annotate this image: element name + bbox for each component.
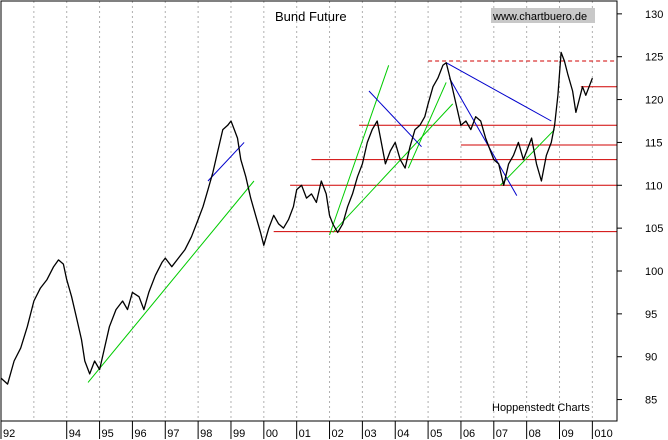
- watermark-background: [491, 8, 595, 23]
- trend-line-2: [332, 103, 454, 233]
- x-axis: 92 94 95 96 97 98 99 00 01 02 03 04 05 06 07 08 09 010: [0, 421, 613, 440]
- x-tick-label-6: 99: [233, 428, 245, 440]
- trend-line-4: [500, 129, 555, 186]
- trend-line-1: [329, 65, 390, 236]
- x-tick-label-1: 94: [69, 428, 81, 440]
- vertical-gridlines: [33, 1, 593, 421]
- x-tick-label-15: 08: [529, 428, 541, 440]
- y-tick-label-90: 90: [645, 352, 657, 364]
- x-tick-label-12: 05: [430, 428, 442, 440]
- trend-line-5: [207, 142, 245, 182]
- y-tick-label-95: 95: [645, 309, 657, 321]
- y-tick-label-130: 130: [645, 9, 663, 21]
- y-tick-label-105: 105: [645, 223, 663, 235]
- y-tick-label-110: 110: [645, 180, 663, 192]
- y-axis: 85 90 95 100 105 110 115 120 125 130: [617, 9, 663, 407]
- trend-line-0: [87, 180, 255, 383]
- x-tick-label-11: 04: [397, 428, 409, 440]
- y-tick-label-125: 125: [645, 52, 663, 64]
- price-series: [0, 51, 594, 385]
- x-tick-label-2: 95: [102, 428, 114, 440]
- x-tick-label-8: 01: [299, 428, 311, 440]
- series-line-0: [0, 51, 594, 385]
- x-tick-label-14: 07: [496, 428, 508, 440]
- chart-title: Bund Future: [275, 9, 347, 24]
- plot-frame: [0, 0, 618, 422]
- x-tick-label-17: 010: [594, 428, 612, 440]
- trend-line-3: [407, 82, 447, 169]
- source-credit: Hoppenstedt Charts: [492, 402, 590, 414]
- x-tick-label-7: 00: [266, 428, 278, 440]
- x-tick-label-16: 09: [562, 428, 574, 440]
- x-tick-label-0: 92: [3, 428, 15, 440]
- x-tick-label-4: 97: [167, 428, 179, 440]
- y-tick-label-120: 120: [645, 95, 663, 107]
- horizontal-levels: [273, 60, 617, 233]
- trend-line-7: [445, 62, 552, 122]
- x-tick-label-13: 06: [463, 428, 475, 440]
- x-tick-label-3: 96: [134, 428, 146, 440]
- x-tick-label-5: 98: [200, 428, 212, 440]
- x-tick-label-9: 02: [332, 428, 344, 440]
- watermark: www.chartbuero.de: [492, 11, 587, 23]
- y-tick-label-100: 100: [645, 266, 663, 278]
- trend-lines: [87, 62, 555, 383]
- y-tick-label-85: 85: [645, 395, 657, 407]
- trend-line-6: [368, 90, 422, 148]
- x-tick-label-10: 03: [364, 428, 376, 440]
- y-tick-label-115: 115: [645, 137, 663, 149]
